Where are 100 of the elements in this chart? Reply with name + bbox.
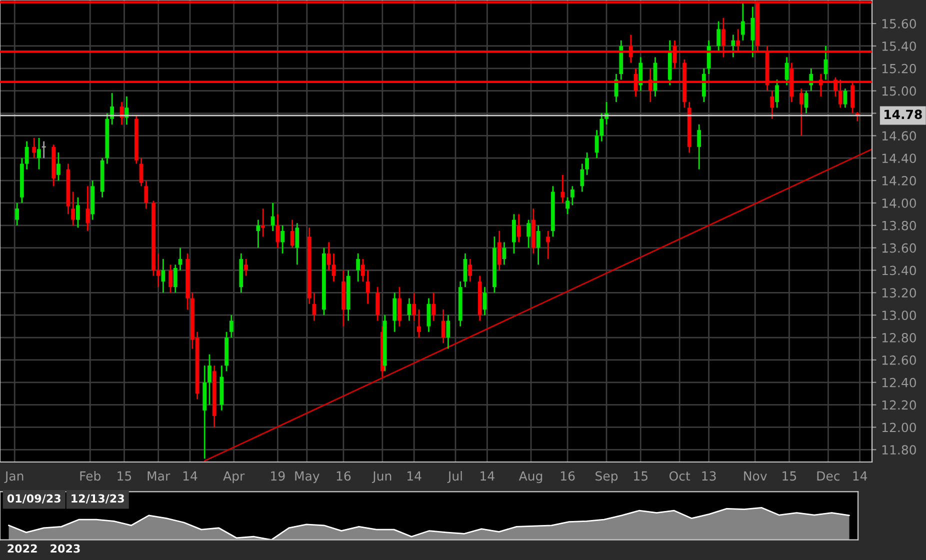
x-tick-label: Jul <box>447 471 462 484</box>
candlestick <box>570 185 574 206</box>
candlestick <box>426 298 431 333</box>
candlestick <box>376 286 380 322</box>
candlestick <box>600 112 604 142</box>
candlestick <box>156 252 160 288</box>
x-tick-label: 19 <box>271 471 285 481</box>
candlestick <box>497 230 502 271</box>
candlestick <box>356 252 360 282</box>
candlestick <box>585 152 589 176</box>
candlestick <box>398 286 402 328</box>
candlestick <box>566 196 570 215</box>
candlestick <box>161 258 166 294</box>
candlestick <box>843 88 848 108</box>
x-tick-label: Sep <box>596 471 618 484</box>
candlestick <box>332 252 336 282</box>
candlestick <box>580 163 584 192</box>
candlestick <box>799 88 804 136</box>
text: 2022 <box>8 544 37 553</box>
candlestick <box>731 34 736 58</box>
candlestick <box>697 124 702 170</box>
x-tick-label: Dec <box>817 471 840 481</box>
y-tick-label: 12.40 <box>882 378 916 388</box>
text: 01/09/23 <box>7 494 60 504</box>
candlestick <box>594 129 599 159</box>
candlestick <box>256 219 260 249</box>
candlestick <box>716 20 721 52</box>
y-tick-label: 13.00 <box>882 310 916 320</box>
y-tick-label: 15.40 <box>882 41 916 51</box>
candlestick <box>546 230 550 260</box>
x-tick-label: Apr <box>223 471 245 484</box>
candlestick <box>512 213 516 254</box>
candlestick <box>468 258 472 282</box>
candlestick <box>770 90 774 120</box>
candlestick <box>536 224 540 266</box>
x-tick-label: 14 <box>408 471 422 481</box>
y-tick-label: 13.40 <box>882 266 916 276</box>
y-tick-label: 14.20 <box>882 176 916 186</box>
candlestick <box>432 292 436 322</box>
candlestick <box>276 213 280 249</box>
y-tick-label: 11.80 <box>882 445 916 455</box>
x-tick-label: Mar <box>148 471 170 481</box>
y-tick-label: 14.60 <box>882 131 916 141</box>
candlestick <box>144 180 148 210</box>
candlestick <box>366 270 370 305</box>
candlestick <box>702 68 706 103</box>
candlestick <box>360 258 365 282</box>
candlestick <box>706 40 711 75</box>
text: 2023 <box>50 544 80 553</box>
candlestick <box>270 202 275 232</box>
candlestick <box>482 286 487 316</box>
ref-line-label: 14.78 <box>884 110 922 120</box>
candlestick <box>37 137 41 170</box>
y-tick-label: 14.40 <box>882 154 916 164</box>
candlestick <box>417 308 421 338</box>
y-tick-label: 14.00 <box>882 198 916 208</box>
candlestick <box>32 137 36 159</box>
candlestick <box>412 292 416 322</box>
x-tick-label: 13 <box>702 471 716 481</box>
x-tick-label: 14 <box>480 471 494 481</box>
x-tick-label: 15 <box>782 471 796 481</box>
y-tick-label: 13.80 <box>882 220 916 230</box>
candlestick <box>441 308 446 344</box>
candlestick <box>110 92 114 126</box>
y-tick-label: 12.60 <box>882 355 916 365</box>
y-tick-label: 12.00 <box>882 422 916 432</box>
y-tick-label: 13.60 <box>882 243 916 253</box>
x-tick-label: 14 <box>853 471 868 481</box>
y-tick-label: 12.20 <box>882 400 916 410</box>
x-tick-label: Jan <box>4 471 24 484</box>
x-tick-label: 16 <box>336 471 351 481</box>
candlestick <box>750 6 755 58</box>
candlestick <box>86 185 90 232</box>
candlestick <box>526 219 531 249</box>
candlestick <box>244 258 248 277</box>
candlestick <box>740 2 745 42</box>
candlestick <box>326 242 331 271</box>
candlestick <box>446 314 450 350</box>
x-tick-label: Jun <box>372 471 392 484</box>
x-tick-label: 14 <box>183 471 198 481</box>
candlestick <box>392 292 397 333</box>
candlestick <box>173 264 178 294</box>
candlestick <box>56 152 60 182</box>
candlestick <box>280 224 284 254</box>
x-tick-label: Feb <box>80 471 101 481</box>
y-tick-label: 15.00 <box>882 86 916 96</box>
candlestick <box>516 213 521 243</box>
candlestick <box>208 354 212 406</box>
text: 12/13/23 <box>72 494 124 504</box>
x-tick-label: 15 <box>634 471 648 481</box>
candlestick <box>139 157 144 187</box>
candlestick <box>261 208 266 238</box>
y-tick-label: 13.20 <box>882 288 916 298</box>
candlestick <box>463 252 468 288</box>
candlestick <box>775 78 779 108</box>
x-tick-label: 16 <box>560 471 575 481</box>
candlestick <box>124 96 129 126</box>
candlestick <box>42 140 46 159</box>
candlestick <box>295 222 300 266</box>
x-tick-label: 15 <box>118 471 132 481</box>
